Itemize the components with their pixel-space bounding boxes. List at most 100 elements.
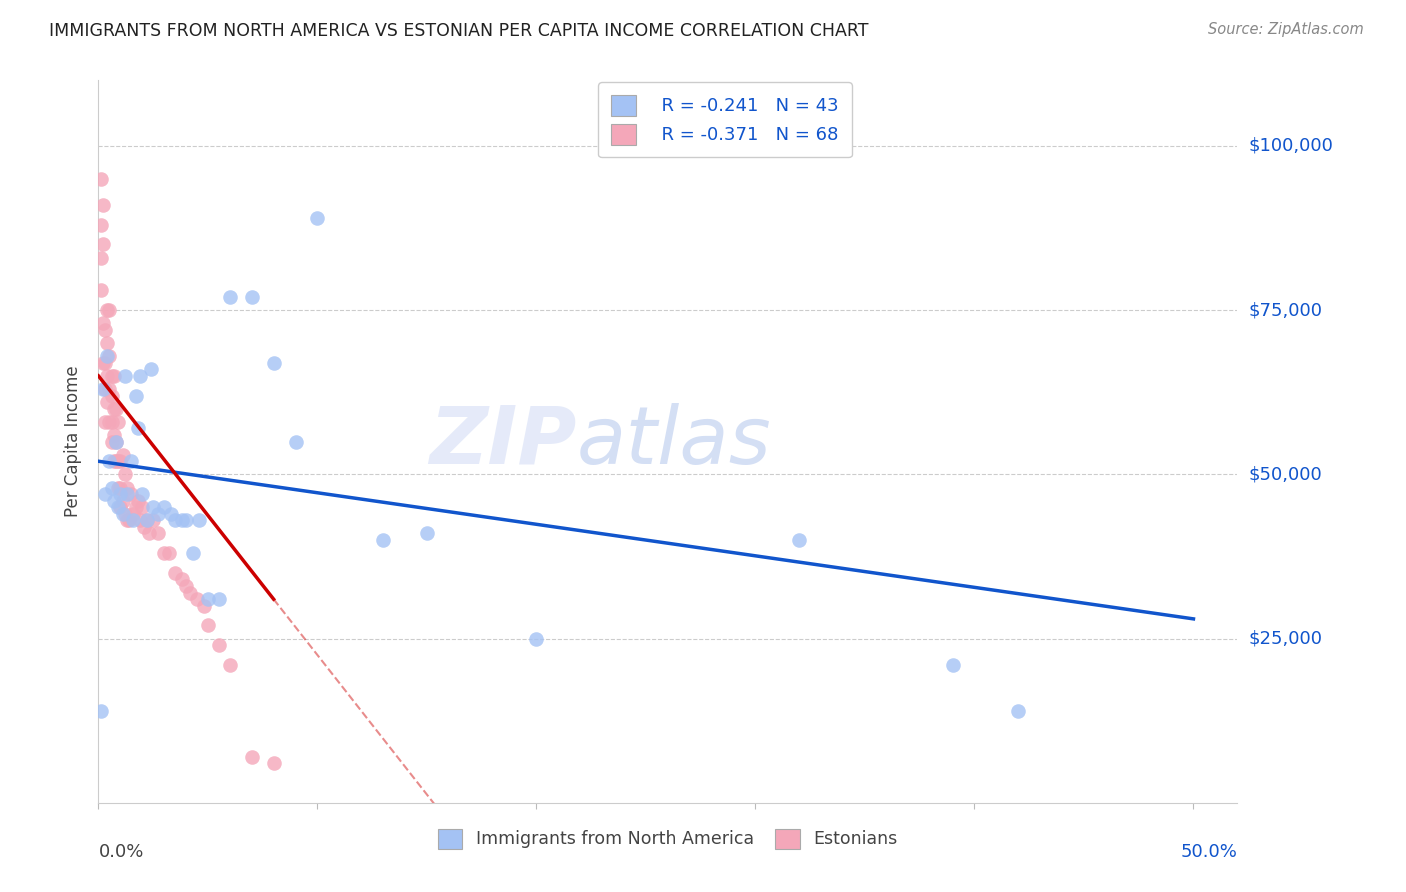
Point — [124, 500, 146, 515]
Point — [127, 493, 149, 508]
Point — [90, 704, 112, 718]
Point — [98, 454, 121, 468]
Point — [111, 493, 134, 508]
Point — [90, 218, 112, 232]
Point — [170, 573, 193, 587]
Point — [263, 756, 285, 771]
Point — [115, 481, 138, 495]
Point — [94, 356, 117, 370]
Point — [91, 198, 114, 212]
Point — [193, 599, 215, 613]
Point — [91, 316, 114, 330]
Point — [124, 388, 146, 402]
Point — [127, 421, 149, 435]
Point — [787, 533, 810, 547]
Point — [218, 657, 240, 672]
Point — [111, 507, 134, 521]
Point — [118, 513, 141, 527]
Text: atlas: atlas — [576, 402, 772, 481]
Point — [100, 388, 122, 402]
Point — [100, 368, 122, 383]
Point — [179, 585, 201, 599]
Point — [188, 513, 211, 527]
Point — [153, 546, 176, 560]
Point — [197, 592, 219, 607]
Point — [416, 526, 439, 541]
Point — [122, 513, 145, 527]
Point — [90, 251, 112, 265]
Point — [100, 481, 122, 495]
Point — [94, 415, 117, 429]
Point — [103, 368, 125, 383]
Text: ZIP: ZIP — [429, 402, 576, 481]
Point — [146, 507, 169, 521]
Point — [107, 500, 129, 515]
Point — [263, 356, 285, 370]
Point — [100, 415, 122, 429]
Point — [139, 362, 162, 376]
Point — [107, 415, 129, 429]
Text: $100,000: $100,000 — [1249, 137, 1333, 155]
Point — [107, 481, 129, 495]
Point — [103, 428, 125, 442]
Point — [96, 349, 118, 363]
Point — [157, 546, 180, 560]
Point — [284, 434, 307, 449]
Point — [103, 401, 125, 416]
Point — [103, 493, 125, 508]
Point — [153, 500, 176, 515]
Point — [103, 454, 125, 468]
Point — [146, 526, 169, 541]
Point — [131, 487, 153, 501]
Point — [90, 171, 112, 186]
Point — [114, 467, 136, 482]
Point — [181, 546, 204, 560]
Point — [96, 336, 118, 351]
Point — [170, 513, 193, 527]
Point — [142, 513, 165, 527]
Point — [208, 638, 231, 652]
Point — [115, 513, 138, 527]
Point — [942, 657, 965, 672]
Point — [96, 303, 118, 318]
Point — [104, 401, 127, 416]
Point — [104, 434, 127, 449]
Point — [120, 487, 142, 501]
Point — [197, 618, 219, 632]
Point — [91, 382, 114, 396]
Point — [131, 500, 153, 515]
Point — [165, 513, 187, 527]
Point — [110, 500, 132, 515]
Point — [174, 513, 197, 527]
Point — [135, 513, 157, 527]
Point — [110, 481, 132, 495]
Point — [138, 526, 160, 541]
Point — [98, 303, 121, 318]
Point — [107, 454, 129, 468]
Point — [98, 415, 121, 429]
Point — [142, 500, 165, 515]
Point — [371, 533, 394, 547]
Text: 50.0%: 50.0% — [1181, 843, 1237, 861]
Point — [307, 211, 329, 226]
Point — [100, 434, 122, 449]
Point — [114, 368, 136, 383]
Point — [114, 507, 136, 521]
Text: Source: ZipAtlas.com: Source: ZipAtlas.com — [1208, 22, 1364, 37]
Point — [91, 356, 114, 370]
Point — [104, 454, 127, 468]
Text: $25,000: $25,000 — [1249, 630, 1323, 648]
Point — [94, 323, 117, 337]
Point — [186, 592, 208, 607]
Point — [120, 454, 142, 468]
Point — [122, 507, 145, 521]
Point — [94, 382, 117, 396]
Point — [94, 487, 117, 501]
Point — [174, 579, 197, 593]
Point — [111, 448, 134, 462]
Point — [129, 513, 152, 527]
Point — [104, 434, 127, 449]
Point — [135, 513, 157, 527]
Point — [98, 349, 121, 363]
Point — [240, 749, 263, 764]
